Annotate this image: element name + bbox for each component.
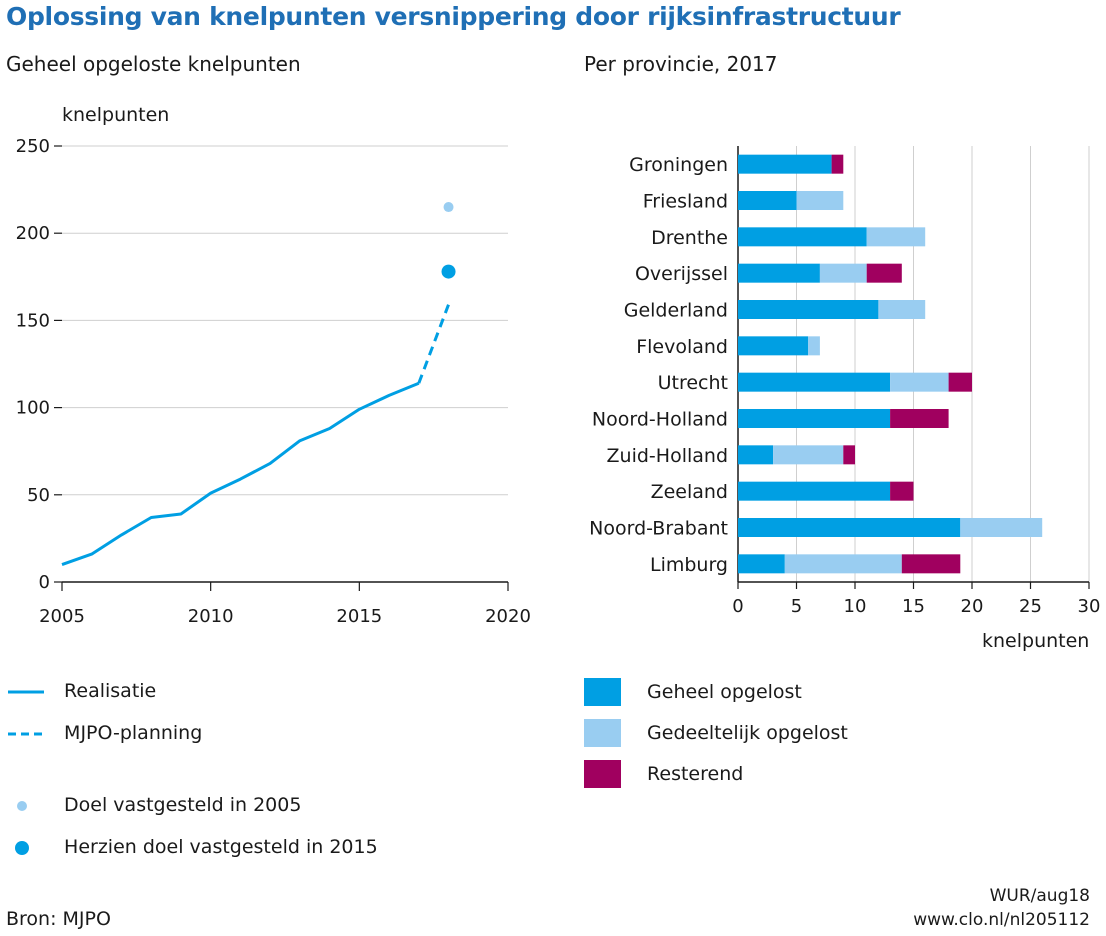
legend-label-realisatie: Realisatie [64,680,157,702]
legend-label-partial: Gedeeltelijk opgelost [647,722,848,744]
category-label: Zuid-Holland [607,445,728,467]
bar-chart-x-label: knelpunten [982,630,1090,652]
y-tick-label: 250 [16,136,50,157]
bar-segment [738,263,820,283]
category-label: Utrecht [658,372,728,394]
bar-segment [738,372,891,392]
x-tick-label: 15 [902,596,925,617]
swatch-remaining-icon [584,760,621,788]
category-label: Gelderland [624,300,728,322]
category-label: Limburg [650,554,728,576]
bar-segment [948,372,972,392]
bar-segment [738,445,774,465]
category-label: Flevoland [636,336,728,358]
bar-segment [960,518,1043,537]
swatch-full-icon [584,678,621,706]
y-tick-label: 150 [16,310,50,331]
url-note: www.clo.nl/nl205112 [913,910,1090,930]
bar-segment [831,154,844,174]
bar-chart-title: Per provincie, 2017 [584,52,778,76]
x-tick-label: 5 [791,596,802,617]
category-label: Overijssel [635,263,728,285]
legend-item-doel-2005: Doel vastgesteld in 2005 [6,794,301,816]
legend-item-realisatie: Realisatie [6,680,156,702]
legend-label-remaining: Resterend [647,763,744,785]
bar-segment [738,518,961,537]
credit-note: WUR/aug18 [989,886,1090,906]
category-label: Noord-Holland [592,409,728,431]
target-point-2005 [443,202,454,213]
legend-label-full: Geheel opgelost [647,681,802,703]
x-tick-label: 2005 [39,606,85,627]
category-label: Friesland [643,191,728,213]
large-dot-icon [15,840,29,855]
bar-segment [738,409,891,428]
small-dot-icon [17,800,27,811]
bar-segment [738,227,867,247]
swatch-partial-icon [584,719,621,747]
y-tick-label: 0 [39,572,50,593]
dashed-line-icon [8,732,44,735]
page-title: Oplossing van knelpunten versnippering d… [6,2,901,31]
legend-label-planning: MJPO-planning [64,722,203,744]
x-tick-label: 25 [1019,596,1042,617]
legend-item-planning: MJPO-planning [6,722,202,744]
legend-item-full: Geheel opgelost [584,678,802,706]
bar-segment [738,554,785,574]
bar-segment [890,481,914,501]
bar-segment [738,191,797,210]
x-tick-label: 20 [961,596,984,617]
bar-segment [738,336,809,356]
x-tick-label: 0 [732,596,743,617]
legend-item-remaining: Resterend [584,760,743,788]
bar-segment [796,191,844,210]
y-tick-label: 100 [16,398,50,419]
x-tick-label: 30 [1078,596,1101,617]
x-tick-label: 2010 [188,606,234,627]
y-tick-label: 200 [16,223,50,244]
bar-segment [773,445,844,465]
bar-segment [738,154,832,174]
y-tick-label: 50 [27,485,50,506]
bar-segment [890,409,949,428]
series-line-realisatie [61,381,420,567]
category-label: Groningen [629,154,728,176]
bar-segment [890,372,949,392]
x-tick-label: 10 [844,596,867,617]
bar-segment [901,554,961,574]
category-label: Zeeland [651,481,728,503]
bar-segment [866,263,902,283]
legend-label-doel-2005: Doel vastgesteld in 2005 [64,794,302,816]
line-chart-title: Geheel opgeloste knelpunten [6,52,301,76]
x-tick-label: 2020 [485,606,531,627]
line-chart-y-label: knelpunten [62,104,170,126]
category-label: Drenthe [651,227,728,249]
legend-item-doel-2015: Herzien doel vastgesteld in 2015 [6,836,378,858]
legend-label-doel-2015: Herzien doel vastgesteld in 2015 [64,836,378,858]
line-chart: 0 50 100 150 200 250 2005 2010 2015 2020 [16,136,531,627]
bar-segment [808,336,820,356]
bar-segment [738,481,891,501]
bar-chart: 0 5 10 15 20 25 30 Groningen Friesland Drenthe Ove… [589,146,1101,617]
category-label: Noord-Brabant [589,518,728,540]
x-tick-label: 2015 [336,606,382,627]
bar-segment [738,300,879,319]
bar-segment [843,445,855,465]
solid-line-icon [8,690,44,693]
bar-segment [878,300,926,319]
bar-segment [866,227,926,247]
bar-segment [819,263,867,283]
target-point-2015 [441,264,456,279]
legend-item-partial: Gedeeltelijk opgelost [584,719,848,747]
source-note: Bron: MJPO [6,908,111,930]
bar-segment [784,554,902,574]
